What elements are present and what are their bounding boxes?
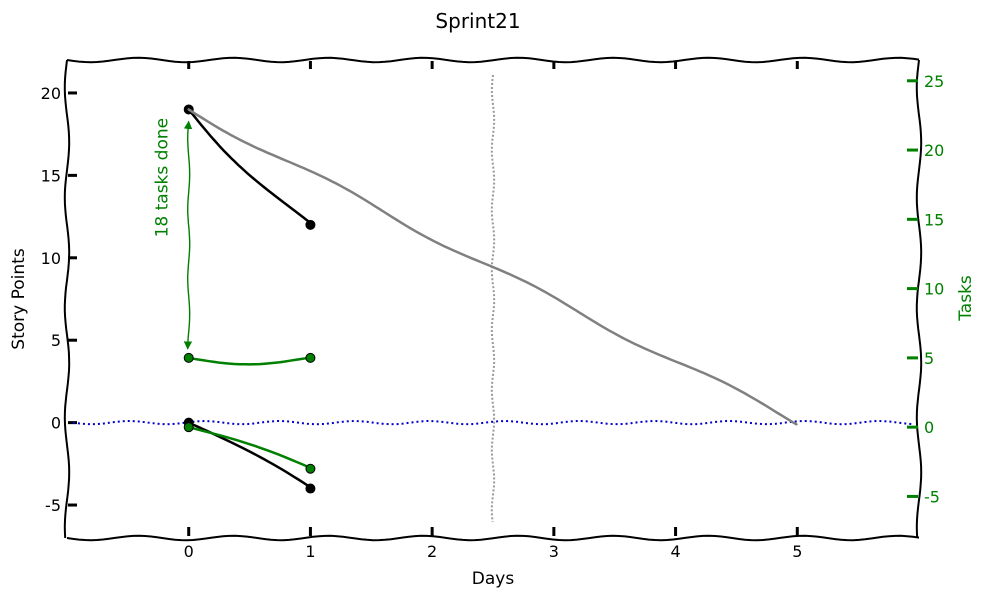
series-point (305, 352, 316, 363)
y2-axis-title: Tasks (956, 275, 976, 322)
x-tick-label: 4 (670, 542, 680, 561)
x-tick-label: 3 (549, 542, 559, 561)
y-tick-label: 10 (41, 249, 61, 268)
series-point (305, 463, 316, 474)
series-line (187, 108, 313, 225)
y2-tick-label: 20 (924, 141, 944, 160)
zero-line (72, 419, 914, 426)
y-tick-label: 0 (51, 414, 61, 433)
x-tick-label: 2 (427, 542, 437, 561)
x-tick-label: 1 (305, 542, 315, 561)
y-tick-label: 20 (41, 84, 61, 103)
annotation-arrow (183, 120, 193, 350)
y-tick-label: 15 (41, 166, 61, 185)
series-line (187, 425, 312, 470)
x-tick-label: 5 (792, 542, 802, 561)
frame-top (66, 56, 920, 64)
y2-tick-label: 5 (924, 349, 934, 368)
y2-tick-label: 25 (924, 72, 944, 91)
series-line (187, 108, 798, 426)
y2-tick-label: 15 (924, 210, 944, 229)
frame-bottom (66, 534, 920, 542)
frame-left (63, 59, 71, 539)
series-point (183, 422, 194, 433)
plot-area: 0 1 2 3 4 5 -5 0 5 10 15 20 -5 0 5 10 15 20 25 18 tasks don… (41, 56, 944, 561)
y-axis-title: Story Points (9, 248, 29, 350)
y2-tick-label: -5 (924, 487, 940, 506)
annotation-label: 18 tasks done (153, 118, 173, 238)
series-point (305, 219, 316, 230)
x-tick-label: 0 (184, 542, 194, 561)
series-point (305, 483, 316, 494)
y2-tick-label: 0 (924, 418, 934, 437)
chart-title: Sprint21 (435, 9, 520, 33)
y-tick-label: 5 (51, 331, 61, 350)
y-tick-label: -5 (45, 496, 61, 515)
today-line (490, 74, 496, 523)
x-axis-title: Days (472, 569, 515, 589)
series-line (187, 356, 312, 366)
y2-tick-label: 10 (924, 280, 944, 299)
frame-right (915, 59, 923, 539)
series-point (183, 352, 194, 363)
